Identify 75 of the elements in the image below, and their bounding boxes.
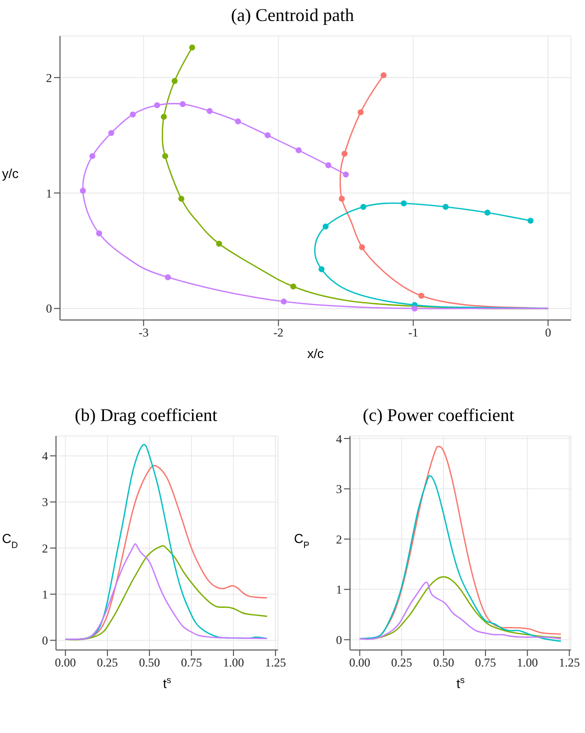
x-tick-label: -1 — [408, 326, 418, 340]
point — [89, 153, 96, 160]
point — [108, 130, 114, 136]
x-tick-label: 1.25 — [558, 656, 580, 670]
point — [178, 196, 184, 202]
y-axis-title: C$_{P}$ — [294, 531, 310, 550]
x-tick-label: 0.00 — [349, 656, 370, 670]
point — [154, 102, 160, 108]
y-tick-label: 1 — [336, 582, 342, 597]
x-axis-title: t$^{s}$ — [162, 675, 172, 691]
y-tick-label: 0 — [336, 632, 342, 647]
point — [360, 204, 366, 210]
point — [341, 150, 348, 157]
point — [528, 218, 534, 224]
point — [358, 109, 364, 116]
point — [380, 72, 387, 78]
point — [264, 132, 271, 138]
y-axis-title: C$_{D}$ — [2, 531, 18, 550]
y-tick-label: 4 — [42, 449, 48, 464]
y-tick-label: 2 — [336, 532, 342, 546]
y-tick-label: 2 — [46, 70, 52, 85]
y-tick-label: 1 — [42, 587, 48, 602]
point — [325, 162, 332, 168]
point — [412, 305, 418, 312]
x-tick-label: 0.75 — [474, 656, 496, 670]
point — [206, 108, 213, 114]
point — [290, 284, 296, 290]
x-axis-title: x/c — [307, 346, 324, 361]
chart-title: (c) Power coefficient — [362, 404, 516, 427]
point — [130, 112, 136, 118]
point — [442, 204, 449, 210]
point — [160, 114, 167, 120]
point — [80, 188, 86, 194]
x-tick-label: 0.50 — [138, 656, 160, 670]
point — [342, 172, 349, 178]
point — [280, 298, 287, 305]
point — [162, 153, 168, 160]
chart-title: (a) Centroid path — [230, 4, 355, 27]
x-tick-label: 1.00 — [516, 656, 538, 670]
point — [484, 210, 490, 216]
point — [172, 78, 178, 84]
x-tick-label: -2 — [273, 326, 284, 340]
point — [96, 230, 102, 236]
point — [189, 44, 196, 51]
x-axis-title: t$^{s}$ — [456, 675, 466, 691]
x-tick-label: 0.50 — [433, 656, 454, 670]
y-tick-label: 3 — [336, 482, 342, 496]
point — [322, 223, 329, 230]
y-tick-label: 2 — [42, 541, 48, 556]
point — [318, 266, 325, 272]
line-series — [359, 475, 562, 642]
point — [359, 244, 366, 250]
point — [234, 118, 241, 124]
y-tick-label: 1 — [46, 186, 52, 200]
x-tick-label: 1.25 — [264, 656, 286, 670]
x-tick-label: 1.00 — [222, 656, 244, 670]
point — [180, 101, 186, 108]
point — [216, 240, 222, 247]
y-tick-label: 0 — [46, 302, 52, 316]
point — [164, 274, 171, 280]
x-tick-label: 0.75 — [180, 656, 202, 670]
x-tick-label: -3 — [138, 326, 149, 340]
x-tick-label: 0.00 — [54, 656, 76, 670]
x-tick-label: 0.25 — [96, 656, 118, 670]
point — [400, 200, 407, 206]
point — [338, 196, 345, 202]
y-axis-title: y/c — [2, 166, 20, 181]
x-tick-label: 0 — [545, 326, 552, 340]
y-tick-label: 3 — [42, 495, 48, 510]
y-tick-label: 0 — [42, 634, 48, 648]
y-tick-label: 4 — [336, 432, 342, 446]
point — [418, 292, 424, 299]
point — [296, 147, 302, 154]
chart-title: (b) Drag coefficient — [74, 404, 218, 427]
x-tick-label: 0.25 — [391, 656, 412, 670]
